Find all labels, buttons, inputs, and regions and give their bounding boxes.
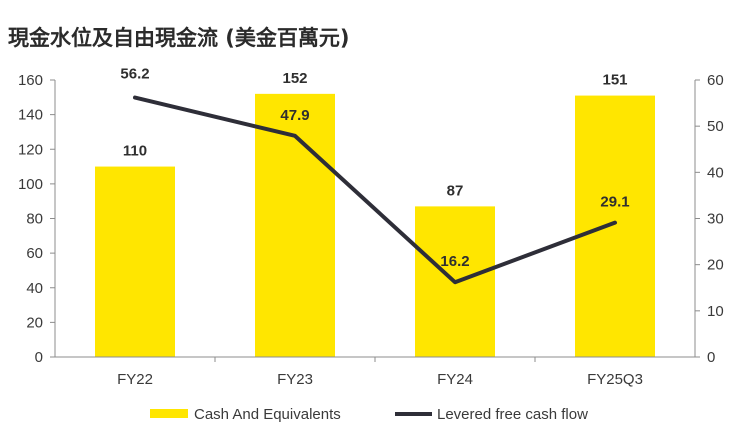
legend-swatch-bar (150, 409, 188, 418)
line-data-label: 56.2 (120, 66, 149, 83)
y-left-tick-label: 120 (18, 141, 43, 158)
y-left-tick-label: 100 (18, 176, 43, 193)
y-right-tick-label: 60 (707, 72, 724, 89)
y-right-tick-label: 10 (707, 303, 724, 320)
bar-data-label: 151 (602, 72, 627, 89)
y-axis-right: 0 10 20 30 40 50 60 (694, 72, 724, 366)
y-left-tick-label: 40 (26, 280, 43, 297)
line-data-label: 47.9 (280, 107, 309, 124)
bar-data-label: 87 (447, 182, 464, 199)
legend: Cash And Equivalents Levered free cash fl… (150, 406, 588, 423)
y-left-tick-label: 0 (35, 349, 43, 366)
y-left-tick-label: 80 (26, 211, 43, 228)
data-labels: 110 152 87 151 56.2 47.9 16.2 29.1 (120, 66, 629, 271)
x-tick-label: FY25Q3 (587, 371, 643, 388)
y-left-tick-label: 20 (26, 314, 43, 331)
x-axis: FY22 FY23 FY24 FY25Q3 (55, 356, 695, 388)
y-left-tick-label: 160 (18, 72, 43, 89)
bar (95, 166, 175, 357)
line-series (133, 95, 617, 285)
y-right-tick-label: 50 (707, 118, 724, 135)
bar (255, 93, 335, 357)
y-left-tick-label: 60 (26, 245, 43, 262)
bar-data-label: 152 (282, 70, 307, 87)
y-left-tick-label: 140 (18, 107, 43, 124)
line-path (133, 95, 617, 285)
bar (575, 95, 655, 358)
x-tick-label: FY24 (437, 371, 473, 388)
legend-label-bar: Cash And Equivalents (194, 406, 341, 423)
x-tick-label: FY22 (117, 371, 153, 388)
x-tick-label: FY23 (277, 371, 313, 388)
legend-label-line: Levered free cash flow (437, 406, 588, 423)
line-data-label: 16.2 (440, 253, 469, 270)
y-right-tick-label: 30 (707, 211, 724, 228)
y-right-tick-label: 20 (707, 257, 724, 274)
chart-title: 現金水位及自由現金流 (美金百萬元) (8, 26, 350, 50)
bar-series (95, 93, 655, 358)
line-data-label: 29.1 (600, 194, 629, 211)
bar-data-label: 110 (123, 143, 147, 160)
y-right-tick-label: 40 (707, 164, 724, 181)
y-axis-left: 0 20 40 60 80 100 120 140 160 (18, 72, 56, 366)
y-right-tick-label: 0 (707, 349, 715, 366)
